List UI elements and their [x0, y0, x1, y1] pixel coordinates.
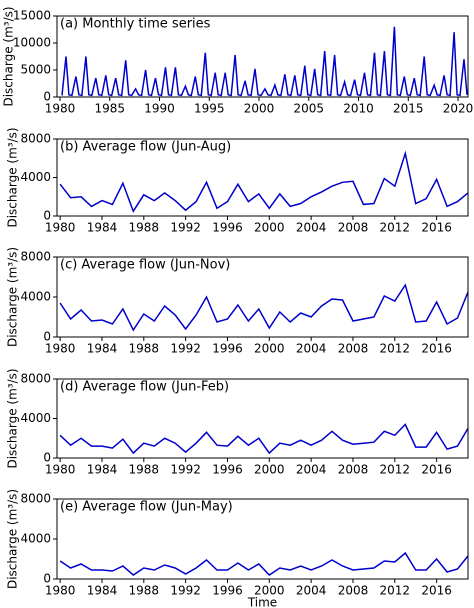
y-tick-label: 0 — [43, 451, 51, 465]
x-tick-label: 1984 — [87, 584, 118, 598]
y-tick-label: 5000 — [20, 63, 51, 77]
data-line — [59, 150, 469, 213]
x-tick-label: 1980 — [45, 102, 76, 116]
y-axis-label: Discharge (m³/s) — [6, 368, 20, 468]
x-tick-label: 1996 — [212, 584, 243, 598]
x-tick-label: 1992 — [170, 221, 201, 235]
y-tick-label: 4000 — [20, 170, 51, 184]
x-tick-label: 1996 — [212, 342, 243, 356]
panel-title: (c) Average flow (Jun-Nov) — [60, 258, 230, 273]
y-tick-label: 15000 — [13, 9, 51, 23]
x-tick-label: 2008 — [338, 221, 369, 235]
plot-frame — [56, 15, 469, 98]
panel-title: (b) Average flow (Jun-Aug) — [60, 140, 231, 155]
y-tick-label: 0 — [43, 330, 51, 344]
y-tick-label: 0 — [43, 90, 51, 104]
y-axis-label: Discharge (m³/s) — [2, 6, 16, 106]
x-axis-label: Time — [247, 596, 277, 608]
x-tick-label: 1985 — [94, 102, 125, 116]
x-tick-label: 2012 — [380, 584, 411, 598]
x-tick-label: 2004 — [296, 221, 327, 235]
x-tick-label: 2004 — [296, 584, 327, 598]
x-tick-label: 1980 — [45, 463, 76, 477]
x-tick-label: 1996 — [212, 463, 243, 477]
panel-title: (e) Average flow (Jun-May) — [60, 500, 233, 515]
data-line — [59, 423, 469, 455]
x-tick-label: 2004 — [296, 342, 327, 356]
x-tick-label: 2012 — [380, 342, 411, 356]
x-tick-label: 2000 — [244, 102, 275, 116]
panel-title: (a) Monthly time series — [60, 17, 211, 32]
y-tick-label: 8000 — [20, 372, 51, 386]
x-tick-label: 1995 — [194, 102, 225, 116]
x-tick-label: 2008 — [338, 463, 369, 477]
x-tick-label: 2020 — [443, 102, 474, 116]
x-tick-label: 2008 — [338, 342, 369, 356]
y-tick-label: 8000 — [20, 492, 51, 506]
x-tick-label: 1988 — [129, 221, 160, 235]
x-tick-label: 2000 — [254, 584, 285, 598]
x-tick-label: 2004 — [296, 463, 327, 477]
y-axis-label: Discharge (m³/s) — [6, 247, 20, 347]
y-tick-label: 0 — [43, 572, 51, 586]
y-axis-label: Discharge (m³/s) — [6, 127, 20, 227]
x-tick-label: 1992 — [170, 342, 201, 356]
x-tick-label: 2016 — [421, 221, 452, 235]
panel-title: (d) Average flow (Jun-Feb) — [60, 380, 229, 395]
x-tick-label: 2000 — [254, 221, 285, 235]
y-tick-label: 4000 — [20, 532, 51, 546]
y-tick-label: 10000 — [13, 36, 51, 50]
data-line — [61, 26, 468, 97]
y-tick-label: 8000 — [20, 250, 51, 264]
y-axis-label: Discharge (m³/s) — [6, 489, 20, 589]
x-tick-label: 1988 — [129, 584, 160, 598]
x-tick-label: 2000 — [254, 342, 285, 356]
x-tick-label: 2010 — [343, 102, 374, 116]
x-tick-label: 1992 — [170, 463, 201, 477]
x-tick-label: 1992 — [170, 584, 201, 598]
x-tick-label: 1980 — [45, 584, 76, 598]
y-tick-label: 0 — [43, 209, 51, 223]
x-tick-label: 2015 — [393, 102, 424, 116]
x-tick-label: 1984 — [87, 342, 118, 356]
x-tick-label: 2016 — [421, 463, 452, 477]
x-tick-label: 1988 — [129, 463, 160, 477]
x-tick-label: 2000 — [254, 463, 285, 477]
x-tick-label: 2016 — [421, 584, 452, 598]
y-tick-label: 4000 — [20, 411, 51, 425]
x-tick-label: 1980 — [45, 342, 76, 356]
x-tick-label: 1990 — [144, 102, 175, 116]
data-line — [59, 551, 469, 576]
x-tick-label: 1984 — [87, 221, 118, 235]
x-tick-label: 2012 — [380, 221, 411, 235]
data-line — [59, 283, 469, 332]
x-tick-label: 1988 — [129, 342, 160, 356]
x-tick-label: 2005 — [294, 102, 325, 116]
x-tick-label: 2008 — [338, 584, 369, 598]
x-tick-label: 2016 — [421, 342, 452, 356]
x-tick-label: 1984 — [87, 463, 118, 477]
x-tick-label: 1996 — [212, 221, 243, 235]
x-tick-label: 1980 — [45, 221, 76, 235]
y-tick-label: 4000 — [20, 290, 51, 304]
x-tick-label: 2012 — [380, 463, 411, 477]
y-tick-label: 8000 — [20, 132, 51, 146]
